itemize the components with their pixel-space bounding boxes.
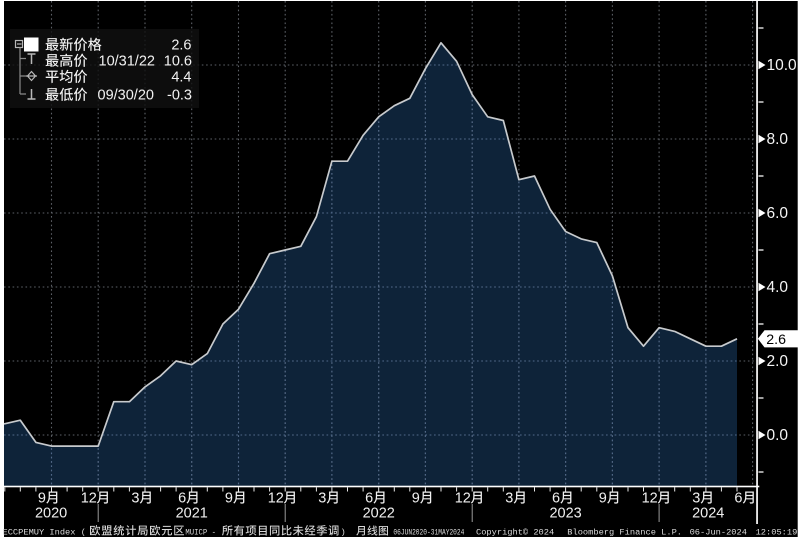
svg-text:MUICP -: MUICP - bbox=[185, 528, 220, 538]
svg-text:3: 3 bbox=[131, 491, 139, 507]
svg-text:9: 9 bbox=[412, 491, 420, 507]
svg-text:9: 9 bbox=[38, 491, 46, 507]
svg-text:2024: 2024 bbox=[692, 506, 724, 522]
svg-text:12: 12 bbox=[455, 491, 471, 507]
svg-text:2.6: 2.6 bbox=[766, 332, 786, 348]
svg-text:3: 3 bbox=[505, 491, 513, 507]
svg-text:2.0: 2.0 bbox=[767, 353, 789, 370]
svg-text:9: 9 bbox=[225, 491, 233, 507]
svg-text:6.0: 6.0 bbox=[767, 205, 789, 222]
svg-text:ECCPEMUY Index (: ECCPEMUY Index ( bbox=[3, 528, 86, 538]
svg-text:10.6: 10.6 bbox=[164, 54, 192, 70]
svg-text:10.0: 10.0 bbox=[767, 57, 798, 74]
svg-text:3: 3 bbox=[318, 491, 326, 507]
svg-text:2021: 2021 bbox=[176, 506, 208, 522]
svg-text:12: 12 bbox=[268, 491, 284, 507]
svg-text:2022: 2022 bbox=[363, 506, 395, 522]
svg-text:): ) bbox=[341, 528, 346, 538]
svg-text:12:05:19: 12:05:19 bbox=[756, 528, 798, 538]
svg-text:6: 6 bbox=[178, 491, 186, 507]
svg-text:06-Jun-2024: 06-Jun-2024 bbox=[690, 528, 747, 538]
svg-text:2023: 2023 bbox=[549, 506, 581, 522]
svg-text:9: 9 bbox=[599, 491, 607, 507]
svg-text:6: 6 bbox=[734, 491, 742, 507]
svg-text:Bloomberg Finance L.P.: Bloomberg Finance L.P. bbox=[567, 528, 682, 538]
svg-text:0.0: 0.0 bbox=[767, 427, 789, 444]
svg-text:6: 6 bbox=[552, 491, 560, 507]
svg-text:12: 12 bbox=[81, 491, 97, 507]
svg-text:4.4: 4.4 bbox=[171, 70, 191, 86]
svg-text:06JUN2020-31MAY2024: 06JUN2020-31MAY2024 bbox=[393, 528, 464, 538]
svg-text:Copyright© 2024: Copyright© 2024 bbox=[476, 528, 554, 538]
svg-text:8.0: 8.0 bbox=[767, 131, 789, 148]
svg-text:2020: 2020 bbox=[35, 506, 67, 522]
svg-text:10/31/22: 10/31/22 bbox=[99, 54, 155, 70]
svg-text:-0.3: -0.3 bbox=[167, 88, 192, 104]
svg-text:09/30/20: 09/30/20 bbox=[98, 88, 154, 104]
svg-text:6: 6 bbox=[365, 491, 373, 507]
svg-text:3: 3 bbox=[692, 491, 700, 507]
svg-text:2.6: 2.6 bbox=[171, 38, 191, 54]
svg-text:4.0: 4.0 bbox=[767, 279, 789, 296]
svg-text:12: 12 bbox=[642, 491, 658, 507]
